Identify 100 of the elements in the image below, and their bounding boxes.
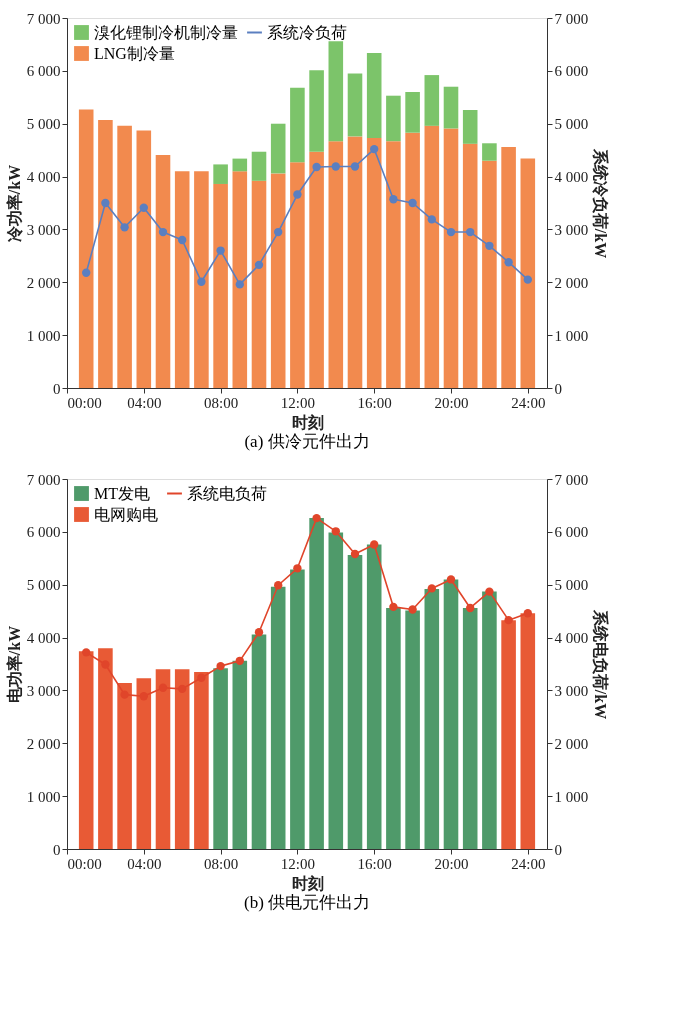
point [350, 162, 360, 171]
bar [213, 668, 228, 849]
bar [290, 87, 305, 163]
x-tick-label: 08:00 [204, 855, 239, 872]
x-tick-label: 12:00 [280, 394, 315, 411]
bar [270, 123, 286, 174]
bar [520, 613, 536, 849]
point [389, 195, 398, 204]
bar [155, 154, 171, 388]
y-tick-label: 3 000 [26, 682, 61, 699]
x-tick-label: 00:00 [67, 394, 102, 411]
y2-tick-label: 5 000 [554, 116, 589, 133]
point [139, 203, 148, 212]
bar [501, 620, 516, 849]
y-tick-label: 6 000 [26, 524, 61, 541]
bar [194, 171, 209, 388]
y-tick-label: 4 000 [26, 630, 61, 647]
bar [405, 132, 420, 388]
bar [462, 607, 478, 849]
x-axis-title: 时刻 [291, 413, 324, 431]
y2-tick-label: 4 000 [554, 630, 589, 647]
x-tick-label: 24:00 [511, 394, 546, 411]
y2-tick-label: 2 000 [554, 735, 589, 752]
bar [270, 586, 286, 849]
bar [290, 162, 305, 388]
bar [366, 52, 382, 138]
x-tick-label: 00:00 [67, 855, 102, 872]
legend-label: 系统冷负荷 [267, 23, 347, 41]
point [370, 540, 379, 549]
point [178, 235, 187, 245]
bar [443, 86, 459, 129]
point [504, 615, 513, 625]
bar [213, 164, 228, 184]
bar [309, 151, 324, 388]
bar [117, 683, 132, 849]
point [466, 603, 475, 613]
x-tick-label: 16:00 [357, 855, 392, 872]
bar [482, 143, 497, 161]
point [446, 575, 456, 584]
y-tick-label: 1 000 [26, 788, 61, 805]
bar [328, 41, 344, 142]
text: (a) 供冷元件出力 [244, 432, 370, 451]
bar [213, 183, 228, 388]
bar [405, 610, 420, 849]
y2-tick-label: 1 000 [554, 788, 589, 805]
point [485, 587, 494, 596]
x-tick-label: 04:00 [127, 855, 162, 872]
point [331, 162, 340, 171]
x-tick-label: 12:00 [280, 855, 315, 872]
y2-tick-label: 5 000 [554, 577, 589, 594]
point [82, 268, 91, 277]
point [408, 605, 417, 614]
bar [501, 146, 516, 388]
bar [347, 555, 363, 849]
y-tick-label: 4 000 [26, 169, 61, 186]
y-tick-label: 2 000 [26, 274, 61, 291]
legend-label: LNG制冷量 [94, 44, 175, 62]
point [274, 227, 283, 237]
y2-tick-label: 0 [554, 380, 562, 397]
x-tick-label: 20:00 [434, 855, 469, 872]
y-tick-label: 3 000 [26, 221, 61, 238]
y-axis-title: 电功率/kW [4, 625, 23, 704]
bar [347, 73, 363, 137]
bar [366, 137, 382, 388]
bar [232, 171, 248, 388]
bar [424, 75, 440, 126]
point [293, 564, 302, 573]
point [274, 581, 283, 590]
bar [520, 158, 536, 388]
bar [78, 109, 94, 388]
y-tick-label: 0 [53, 380, 61, 397]
point [523, 275, 532, 284]
point [504, 258, 513, 267]
point [82, 648, 91, 657]
y-tick-label: 5 000 [26, 116, 61, 133]
bar [366, 544, 382, 849]
bar [482, 591, 497, 849]
bar [309, 70, 324, 152]
point [466, 227, 475, 237]
bar [424, 588, 440, 849]
point [254, 628, 264, 637]
point [523, 609, 532, 618]
bar [251, 180, 267, 388]
bar [78, 651, 94, 849]
y-tick-label: 0 [53, 841, 61, 858]
point [446, 227, 456, 237]
bar [462, 143, 478, 388]
point [158, 227, 168, 237]
bar [155, 669, 171, 849]
bar [251, 634, 267, 849]
y-tick-label: 7 000 [26, 10, 61, 27]
point [293, 190, 302, 199]
y2-tick-label: 3 000 [554, 221, 589, 238]
bar [232, 660, 248, 849]
y2-tick-label: 7 000 [554, 471, 589, 488]
y-tick-label: 5 000 [26, 577, 61, 594]
bar [328, 532, 344, 849]
bar [98, 120, 113, 388]
bar [98, 648, 113, 849]
point [389, 602, 398, 612]
